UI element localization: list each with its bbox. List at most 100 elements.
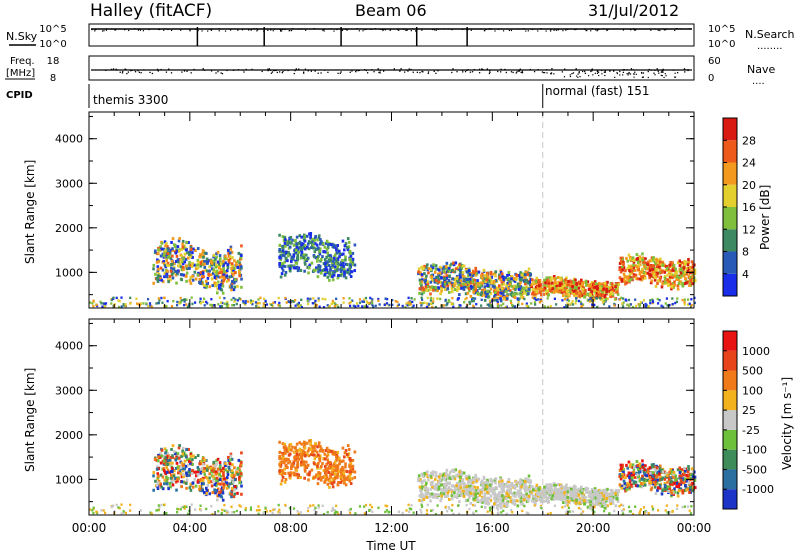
power-cell <box>512 278 515 282</box>
freq-point <box>505 71 507 74</box>
velocity-cell <box>456 492 459 496</box>
y-tick-label: 1000 <box>55 266 83 279</box>
power-ground-cell <box>472 304 475 308</box>
power-cell <box>351 257 355 261</box>
power-cell <box>215 263 218 267</box>
cpid-mode-1: themis 3300 <box>93 93 168 107</box>
power-cell <box>492 280 496 284</box>
power-cell <box>232 288 236 292</box>
power-ground-cell <box>157 297 160 300</box>
power-ground-cell <box>540 299 543 303</box>
power-ground-cell <box>202 300 205 304</box>
power-cell <box>443 287 447 291</box>
velocity-cell <box>511 492 514 496</box>
power-cell <box>510 291 514 295</box>
power-cell <box>627 253 631 257</box>
power-cell <box>447 290 451 294</box>
power-ground-cell <box>429 299 432 302</box>
power-cell <box>237 251 241 255</box>
power-cell <box>333 255 336 259</box>
velocity-cell <box>306 449 310 453</box>
velocity-cell <box>459 486 463 490</box>
power-cell <box>197 271 200 275</box>
power-cell <box>318 252 322 256</box>
nave-point <box>674 76 677 78</box>
velocity-cell <box>421 495 424 499</box>
colorbar-tick-label: 24 <box>742 157 756 170</box>
power-cell <box>215 252 218 256</box>
power-cell <box>679 271 683 275</box>
nsky-point <box>263 30 265 32</box>
power-ground-cell <box>642 299 646 302</box>
power-cell <box>302 246 306 250</box>
freq-point <box>656 68 658 70</box>
velocity-cell <box>339 470 343 474</box>
velocity-cell <box>222 479 225 483</box>
power-cell <box>667 270 671 274</box>
velocity-cell <box>423 471 426 475</box>
power-cell <box>339 269 343 273</box>
velocity-cell <box>421 485 424 489</box>
power-ground-cell <box>500 304 503 307</box>
power-cell <box>681 284 685 288</box>
velocity-cell <box>430 482 434 486</box>
velocity-cell <box>236 466 240 470</box>
power-cell <box>423 264 426 268</box>
power-cell <box>622 278 625 282</box>
power-cell <box>461 285 465 289</box>
power-cell <box>201 262 204 266</box>
power-ground-cell <box>690 298 693 301</box>
power-cell <box>514 287 517 291</box>
velocity-cell <box>457 484 461 488</box>
power-cell <box>514 278 518 282</box>
power-cell <box>306 242 310 246</box>
power-cell <box>326 251 330 255</box>
velocity-cell <box>296 460 300 464</box>
power-cell <box>524 273 527 277</box>
power-ground-cell <box>614 298 617 301</box>
power-cell <box>188 260 191 264</box>
power-cell <box>652 275 655 279</box>
power-ground-cell <box>502 302 505 306</box>
nsky-point <box>403 28 405 30</box>
power-cell <box>163 275 166 279</box>
velocity-cell <box>510 484 513 488</box>
velocity-cell <box>351 458 355 462</box>
power-ground-cell <box>411 300 414 304</box>
velocity-cell <box>514 485 518 489</box>
power-cell <box>436 275 439 279</box>
power-cell <box>466 274 470 278</box>
power-cell <box>556 290 560 294</box>
nsky-point <box>180 29 182 31</box>
power-cell <box>437 272 440 276</box>
power-cell <box>556 281 559 285</box>
velocity-cell <box>422 497 426 501</box>
nave-point <box>674 76 676 78</box>
velocity-cell <box>156 481 160 485</box>
nsky-point <box>451 29 453 31</box>
power-cell <box>209 259 213 263</box>
power-cell <box>284 256 288 260</box>
velocity-cell <box>309 438 313 442</box>
power-cell <box>342 261 345 265</box>
nave-point <box>633 76 635 78</box>
power-ground-cell <box>185 298 188 302</box>
power-ground-cell <box>651 300 655 304</box>
velocity-cell <box>326 468 329 472</box>
power-ground-cell <box>230 298 233 301</box>
freq-point <box>275 69 277 72</box>
power-ground-cell <box>273 301 277 304</box>
power-cell <box>430 275 434 279</box>
power-ground-cell <box>317 297 320 300</box>
power-ground-cell <box>203 304 206 307</box>
power-cell <box>476 284 480 288</box>
velocity-cell <box>348 479 352 483</box>
freq-point <box>317 72 319 74</box>
velocity-cell <box>215 470 218 474</box>
power-ground-cell <box>664 302 667 305</box>
velocity-cell <box>461 492 465 496</box>
power-cell <box>180 254 184 258</box>
nave-point <box>660 74 662 77</box>
nsky-point <box>397 29 399 31</box>
nsky-point <box>330 28 332 30</box>
